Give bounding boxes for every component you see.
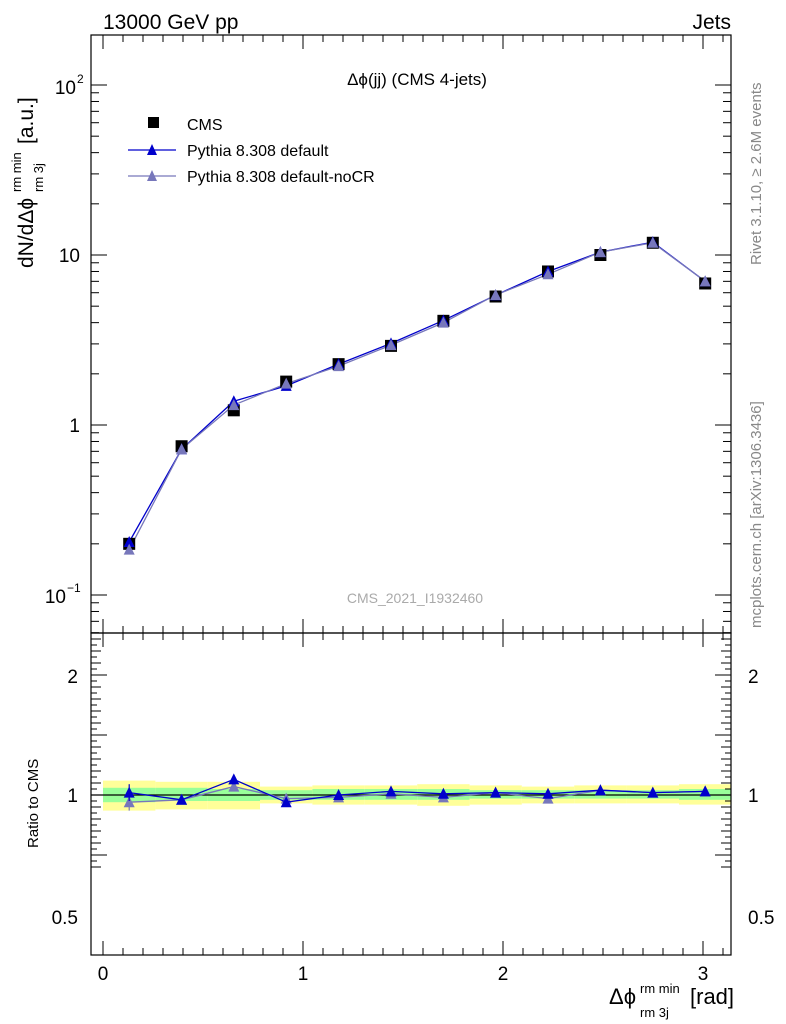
legend-entry-pythia-default: Pythia 8.308 default — [128, 143, 329, 160]
svg-text:−1: −1 — [67, 581, 81, 595]
main-title: Δϕ(jj) (CMS 4-jets) — [347, 70, 487, 89]
svg-text:Δϕ: Δϕ — [609, 984, 636, 1009]
svg-text:10: 10 — [45, 587, 66, 608]
ratio-tick-marks — [91, 633, 731, 955]
rivet-info: Rivet 3.1.10, ≥ 2.6M events — [748, 83, 765, 266]
pythia-nocr-point — [333, 360, 345, 372]
pythia-nocr-point — [542, 268, 554, 280]
pythia-nocr-point — [699, 275, 711, 287]
ratio-data-points — [123, 773, 711, 811]
svg-text:Pythia 8.308 default: Pythia 8.308 default — [187, 143, 329, 160]
ratio-point-pythia-default — [123, 786, 135, 798]
ratio-point-pythia-default — [385, 785, 397, 797]
svg-text:2: 2 — [77, 72, 84, 86]
ratio-point-pythia-default — [594, 784, 606, 796]
ratio-point-pythia-default — [333, 789, 345, 800]
x-tick-label-2: 2 — [498, 964, 509, 985]
legend-entry-cms: CMS — [148, 117, 223, 134]
main-data-points — [123, 236, 712, 555]
x-axis-label: Δϕ rm min rm 3j [rad] — [609, 981, 734, 1020]
ratio-y-tick-label-right-1: 1 — [748, 786, 759, 807]
ratio-y-tick-label-left-1: 1 — [67, 786, 78, 807]
pythia-nocr-point — [437, 316, 449, 328]
ratio-point-pythia-default — [490, 786, 502, 798]
svg-text:rm 3j: rm 3j — [640, 1005, 669, 1020]
header-right: Jets — [692, 11, 731, 34]
header-left: 13000 GeV pp — [103, 11, 238, 34]
pythia-nocr-point — [647, 236, 659, 248]
ratio-point-pythia-default — [542, 787, 554, 799]
ratio-y-tick-label-left-2: 2 — [67, 667, 78, 688]
svg-text:10: 10 — [55, 78, 76, 99]
ratio-y-tick-label-right-2: 2 — [748, 667, 759, 688]
pythia-nocr-point — [228, 399, 240, 411]
main-y-axis-label: dN/dΔϕ rm 3j rm min [a.u.] — [9, 97, 46, 268]
pythia-nocr-point — [490, 288, 502, 300]
svg-text:dN/dΔϕ: dN/dΔϕ — [15, 198, 38, 268]
main-y-tick-label-0.1: 10 −1 — [45, 581, 81, 608]
x-tick-label-0: 0 — [98, 964, 109, 985]
pythia-default-point — [123, 536, 135, 548]
ratio-y-tick-label-left-0.5: 0.5 — [52, 908, 78, 929]
series-line-pythia-default — [128, 241, 706, 543]
ratio-point-pythia-default — [699, 785, 711, 797]
ratio-point-pythia-default — [228, 773, 240, 785]
pythia-nocr-point — [176, 443, 188, 455]
svg-text:CMS: CMS — [187, 117, 223, 134]
legend-entry-pythia-nocr: Pythia 8.308 default-noCR — [128, 169, 375, 186]
main-y-tick-label-10: 10 — [59, 246, 80, 267]
ratio-frame — [90, 632, 732, 956]
svg-text:Pythia 8.308 default-noCR: Pythia 8.308 default-noCR — [187, 169, 375, 186]
x-tick-label-3: 3 — [698, 964, 709, 985]
pythia-nocr-point — [385, 339, 397, 351]
ratio-point-pythia-default — [280, 796, 292, 808]
pythia-nocr-point — [123, 543, 135, 555]
ratio-point-pythia-nocr — [123, 796, 135, 808]
pythia-nocr-point — [594, 246, 606, 258]
mcplots-info: mcplots.cern.ch [arXiv:1306.3436] — [748, 401, 765, 628]
svg-text:rm min: rm min — [9, 152, 24, 192]
main-y-tick-label-1: 1 — [69, 416, 80, 437]
series-line-pythia-nocr — [128, 242, 706, 550]
main-panel: Δϕ(jj) (CMS 4-jets) CMS_2021_I1932460 10… — [9, 34, 732, 634]
ratio-point-pythia-nocr — [228, 780, 240, 792]
ratio-panel: 2 1 0.5 2 1 0.5 Ratio to CMS 0 1 2 3 Δϕ … — [25, 632, 774, 1020]
ratio-point-pythia-default — [437, 787, 449, 799]
pythia-nocr-point — [280, 377, 292, 389]
ratio-point-pythia-default — [647, 786, 659, 798]
svg-text:rm 3j: rm 3j — [31, 163, 46, 192]
svg-text:[rad]: [rad] — [690, 984, 734, 1009]
ratio-y-tick-label-right-0.5: 0.5 — [748, 908, 774, 929]
main-tick-marks — [91, 35, 731, 634]
ratio-line-pythia-default — [129, 778, 706, 803]
x-tick-label-1: 1 — [298, 964, 309, 985]
ratio-point-pythia-default — [176, 793, 188, 805]
legend: CMS Pythia 8.308 default Pythia 8.308 de… — [128, 117, 375, 186]
main-y-tick-label-100: 10 2 — [55, 72, 84, 99]
analysis-id: CMS_2021_I1932460 — [347, 590, 483, 606]
svg-text:[a.u.]: [a.u.] — [15, 97, 38, 144]
ratio-y-axis-label: Ratio to CMS — [25, 759, 42, 848]
svg-text:rm min: rm min — [640, 981, 680, 996]
